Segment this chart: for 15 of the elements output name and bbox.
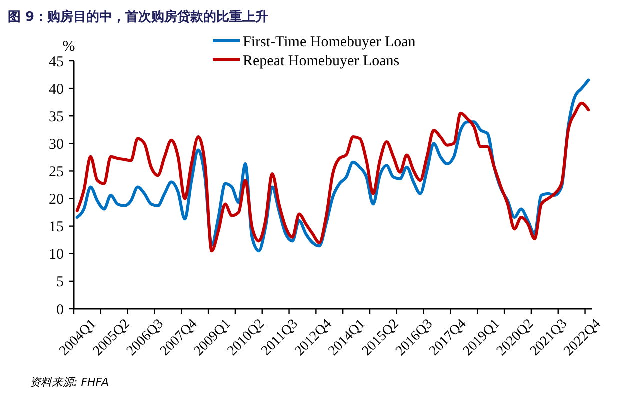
y-tick-label: 10 xyxy=(49,247,64,264)
y-tick-label: 20 xyxy=(49,192,64,208)
y-tick-label: 5 xyxy=(56,274,64,291)
text: 资料来源: FHFA xyxy=(30,376,110,389)
y-tick-label: 15 xyxy=(49,220,64,236)
y-tick-label: 45 xyxy=(49,54,64,70)
y-tick-label: 35 xyxy=(49,109,64,126)
y-tick-label: 25 xyxy=(49,164,64,180)
legend-label: First-Time Homebuyer Loan xyxy=(243,34,416,50)
y-tick-label: 40 xyxy=(49,82,64,98)
legend-label: Repeat Homebuyer Loans xyxy=(243,53,400,70)
y-tick-label: 30 xyxy=(49,136,64,153)
y-axis-title: % xyxy=(62,39,76,55)
chart-title: 图 9：购房目的中，首次购房贷款的比重上升 xyxy=(8,9,269,25)
y-tick-label: 0 xyxy=(56,302,64,318)
